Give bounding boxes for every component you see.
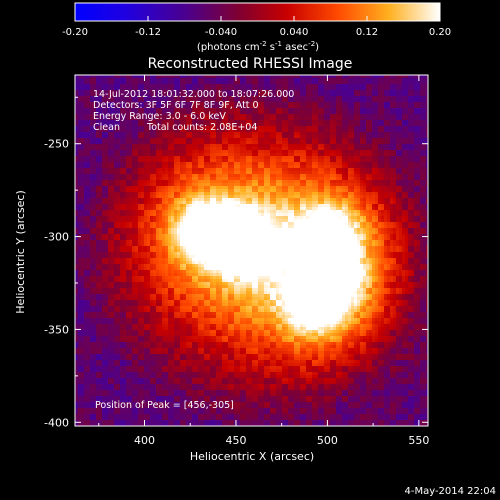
y-tick-label: -250: [44, 138, 69, 151]
y-tick-label: -350: [44, 323, 69, 336]
colorbar-units: (photons cm-2 s-1 asec-2): [197, 40, 319, 53]
chart-title: Reconstructed RHESSI Image: [148, 56, 353, 72]
y-axis-label: Heliocentric Y (arcsec): [14, 190, 27, 314]
colorbar-ticks: -0.20 -0.12 -0.040 0.040 0.12 0.20: [62, 16, 451, 38]
x-tick-label: 450: [225, 434, 246, 447]
annotation-peak: Position of Peak = [456,-305]: [95, 400, 234, 411]
axis-ticks: 400 450 500 550 -250 -300 -350 -400: [44, 75, 429, 447]
y-tick-label: -300: [44, 231, 69, 244]
heatmap-image: [75, 75, 428, 426]
y-tick-label: -400: [44, 416, 69, 429]
colorbar-tick-label: 0.12: [356, 27, 378, 38]
x-tick-label: 550: [408, 434, 429, 447]
x-tick-label: 500: [317, 434, 338, 447]
annotation-detectors: Detectors: 3F 5F 6F 7F 8F 9F, Att 0: [93, 100, 259, 111]
colorbar-gradient: [75, 3, 440, 21]
colorbar-tick-label: -0.20: [62, 27, 88, 38]
annotation-counts: Total counts: 2.08E+04: [146, 122, 257, 133]
colorbar-tick-label: -0.12: [135, 27, 161, 38]
annotation-energy: Energy Range: 3.0 - 6.0 keV: [93, 111, 226, 122]
x-tick-label: 400: [134, 434, 155, 447]
colorbar-tick-label: -0.040: [205, 27, 237, 38]
x-axis-label: Heliocentric X (arcsec): [190, 450, 314, 463]
colorbar-tick-label: 0.20: [429, 27, 451, 38]
annotation-block: 14-Jul-2012 18:01:32.000 to 18:07:26.000…: [93, 89, 294, 411]
annotation-clean: Clean: [93, 122, 120, 133]
plot-frame: [74, 74, 429, 427]
colorbar-frame: [74, 2, 441, 22]
colorbar: -0.20 -0.12 -0.040 0.040 0.12 0.20 (photons c…: [62, 2, 451, 53]
annotation-time: 14-Jul-2012 18:01:32.000 to 18:07:26.000: [93, 89, 294, 100]
colorbar-tick-label: 0.040: [280, 27, 309, 38]
footer-date: 4-May-2014 22:04: [404, 486, 496, 497]
